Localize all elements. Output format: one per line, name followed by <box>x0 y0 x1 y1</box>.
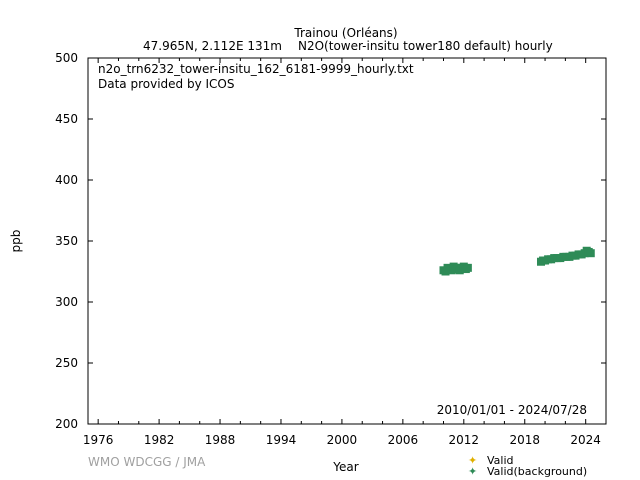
y-tick-label: 500 <box>55 51 78 65</box>
y-tick-label: 350 <box>55 234 78 248</box>
chart-parameter: N2O(tower-insitu tower180 default) hourl… <box>298 39 553 53</box>
date-range: 2010/01/01 - 2024/07/28 <box>437 403 587 417</box>
y-tick-label: 300 <box>55 295 78 309</box>
x-tick-label: 1982 <box>144 433 175 447</box>
y-axis: 200 250 300 350 400 450 500 <box>55 51 606 431</box>
x-tick-label: 1988 <box>205 433 236 447</box>
x-tick-label: 2018 <box>509 433 540 447</box>
y-tick-label: 450 <box>55 112 78 126</box>
data-points <box>439 246 595 276</box>
file-label: n2o_trn6232_tower-insitu_162_6181-9999_h… <box>98 62 414 76</box>
chart-title: Trainou (Orléans) <box>293 26 397 40</box>
x-tick-label: 2006 <box>388 433 419 447</box>
provider-label: Data provided by ICOS <box>98 77 234 91</box>
legend-valid-marker: ✦ <box>468 454 477 467</box>
x-tick-label: 2000 <box>327 433 358 447</box>
legend-background-label: Valid(background) <box>487 465 587 478</box>
legend-background-marker: ✦ <box>468 465 477 478</box>
x-tick-label: 2012 <box>449 433 480 447</box>
y-axis-label: ppb <box>9 230 23 253</box>
legend-valid-label: Valid <box>487 454 514 467</box>
x-axis-label: Year <box>332 460 358 474</box>
data-point <box>586 249 595 258</box>
plot-frame <box>87 57 607 425</box>
data-point <box>463 263 472 272</box>
y-tick-label: 250 <box>55 356 78 370</box>
x-tick-label: 1994 <box>266 433 297 447</box>
chart-location: 47.965N, 2.112E 131m <box>143 39 282 53</box>
x-tick-label: 2024 <box>570 433 601 447</box>
legend: ✦ Valid ✦ Valid(background) <box>468 454 587 478</box>
credit-label: WMO WDCGG / JMA <box>88 455 206 469</box>
x-axis: 1976 1982 1988 1994 2000 2006 2012 2018 2024 <box>83 58 601 447</box>
y-tick-label: 200 <box>55 417 78 431</box>
x-tick-label: 1976 <box>83 433 114 447</box>
y-tick-label: 400 <box>55 173 78 187</box>
